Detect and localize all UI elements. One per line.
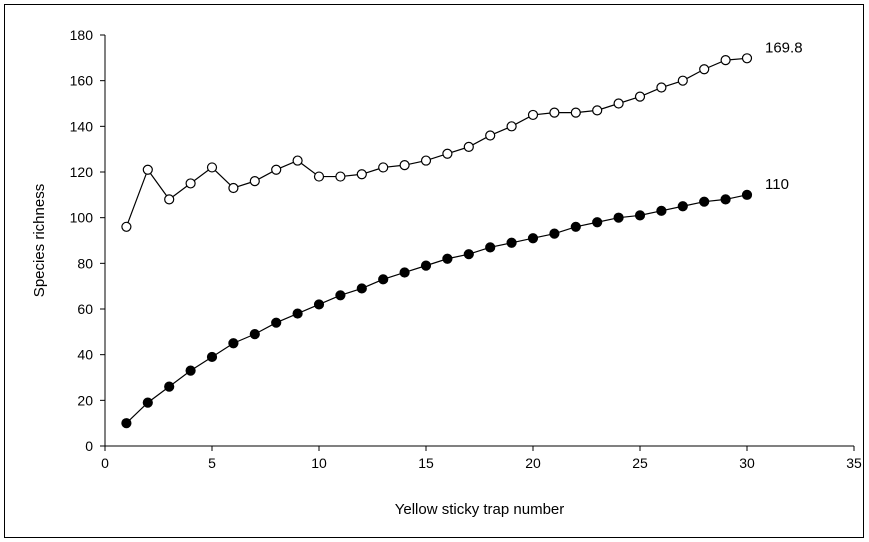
series-1-point [378, 162, 389, 173]
series-2-point [613, 212, 624, 223]
y-tick-label: 160 [70, 73, 94, 89]
series-1-point [292, 155, 303, 166]
series-1-point [271, 164, 282, 175]
series-1-point [356, 169, 367, 180]
series-layer [121, 53, 753, 429]
series-1-point [206, 162, 218, 173]
series-2-point [420, 260, 432, 271]
series-2-point [292, 308, 303, 319]
series-1-point [485, 130, 496, 141]
series-1-point [121, 221, 132, 232]
series-2-point [634, 210, 646, 221]
series-2-point [463, 249, 474, 260]
series-2-point [699, 196, 710, 207]
series-1-point [699, 64, 710, 75]
series-1-point [249, 176, 260, 187]
series-1-point [185, 178, 196, 189]
series-1-point [463, 141, 474, 152]
series-2-end-label: 110 [765, 176, 789, 193]
series-2-point [720, 194, 731, 205]
x-tick-label: 20 [525, 455, 541, 471]
series-2-point [442, 253, 453, 264]
series-2-point [506, 237, 517, 248]
series-1-point [142, 164, 153, 175]
y-ticks: 0 20 40 60 80 100 120 140 160 180 [70, 27, 105, 454]
y-tick-label: 40 [77, 347, 93, 363]
series-2-point [592, 217, 603, 228]
series-2-point [570, 221, 581, 232]
series-2-point [741, 189, 753, 200]
series-2-point [656, 205, 667, 216]
series-1-point [420, 155, 432, 166]
x-tick-label: 0 [101, 455, 109, 471]
y-axis-title: Species richness [31, 184, 48, 297]
series-1-point [506, 121, 517, 132]
series-1-point [164, 194, 175, 205]
chart-frame [4, 4, 864, 538]
x-ticks: 0 5 10 15 20 25 30 35 [101, 446, 862, 471]
series-1-point [634, 91, 646, 102]
y-tick-label: 140 [70, 118, 94, 134]
y-tick-label: 0 [85, 438, 93, 454]
series-2-point [313, 299, 325, 310]
series-2-point [206, 351, 218, 363]
y-tick-label: 80 [77, 255, 93, 271]
axes: 0 5 10 15 20 25 30 35 0 20 40 60 80 100 120 140 160 180 [70, 27, 862, 471]
x-axis-title: Yellow sticky trap number [395, 501, 565, 518]
y-tick-label: 180 [70, 27, 94, 43]
x-tick-label: 5 [208, 455, 216, 471]
series-2-point [249, 329, 260, 340]
series-2-point [185, 365, 196, 376]
series-1-end-label: 169.8 [765, 39, 803, 56]
series-1-point [313, 171, 325, 182]
x-tick-label: 35 [846, 455, 862, 471]
series-2-point [549, 228, 560, 239]
series-2-point [142, 397, 153, 408]
series-2 [121, 189, 753, 429]
series-2-point [121, 418, 132, 429]
x-tick-label: 15 [418, 455, 434, 471]
series-1-point [656, 82, 667, 93]
series-1-point [442, 148, 453, 159]
series-1-point [720, 55, 731, 66]
series-2-point [485, 242, 496, 253]
series-1-point [592, 105, 603, 116]
x-tick-label: 30 [739, 455, 755, 471]
series-1-point [741, 53, 753, 64]
series-2-point [356, 283, 367, 294]
series-2-point [399, 267, 410, 278]
series-1-point [570, 107, 581, 118]
x-tick-label: 10 [311, 455, 327, 471]
x-tick-label: 25 [632, 455, 648, 471]
series-2-point [677, 201, 688, 212]
series-1-point [677, 75, 688, 86]
series-1-point [228, 182, 239, 194]
series-1-point [335, 171, 346, 182]
series-1-line [125, 57, 748, 228]
series-2-point [164, 381, 175, 392]
series-2-point [378, 274, 389, 285]
series-1-point [613, 98, 624, 109]
series-2-point [527, 233, 539, 244]
y-tick-label: 100 [70, 210, 94, 226]
series-2-line [125, 194, 748, 424]
series-1-point [527, 109, 539, 121]
y-tick-label: 60 [77, 301, 93, 317]
series-1-point [399, 160, 410, 171]
series-1 [121, 53, 753, 232]
y-tick-label: 20 [77, 392, 93, 408]
series-1-point [549, 107, 560, 118]
series-2-point [271, 317, 282, 328]
series-2-point [228, 338, 239, 349]
y-tick-label: 120 [70, 164, 94, 180]
series-2-point [335, 290, 346, 301]
